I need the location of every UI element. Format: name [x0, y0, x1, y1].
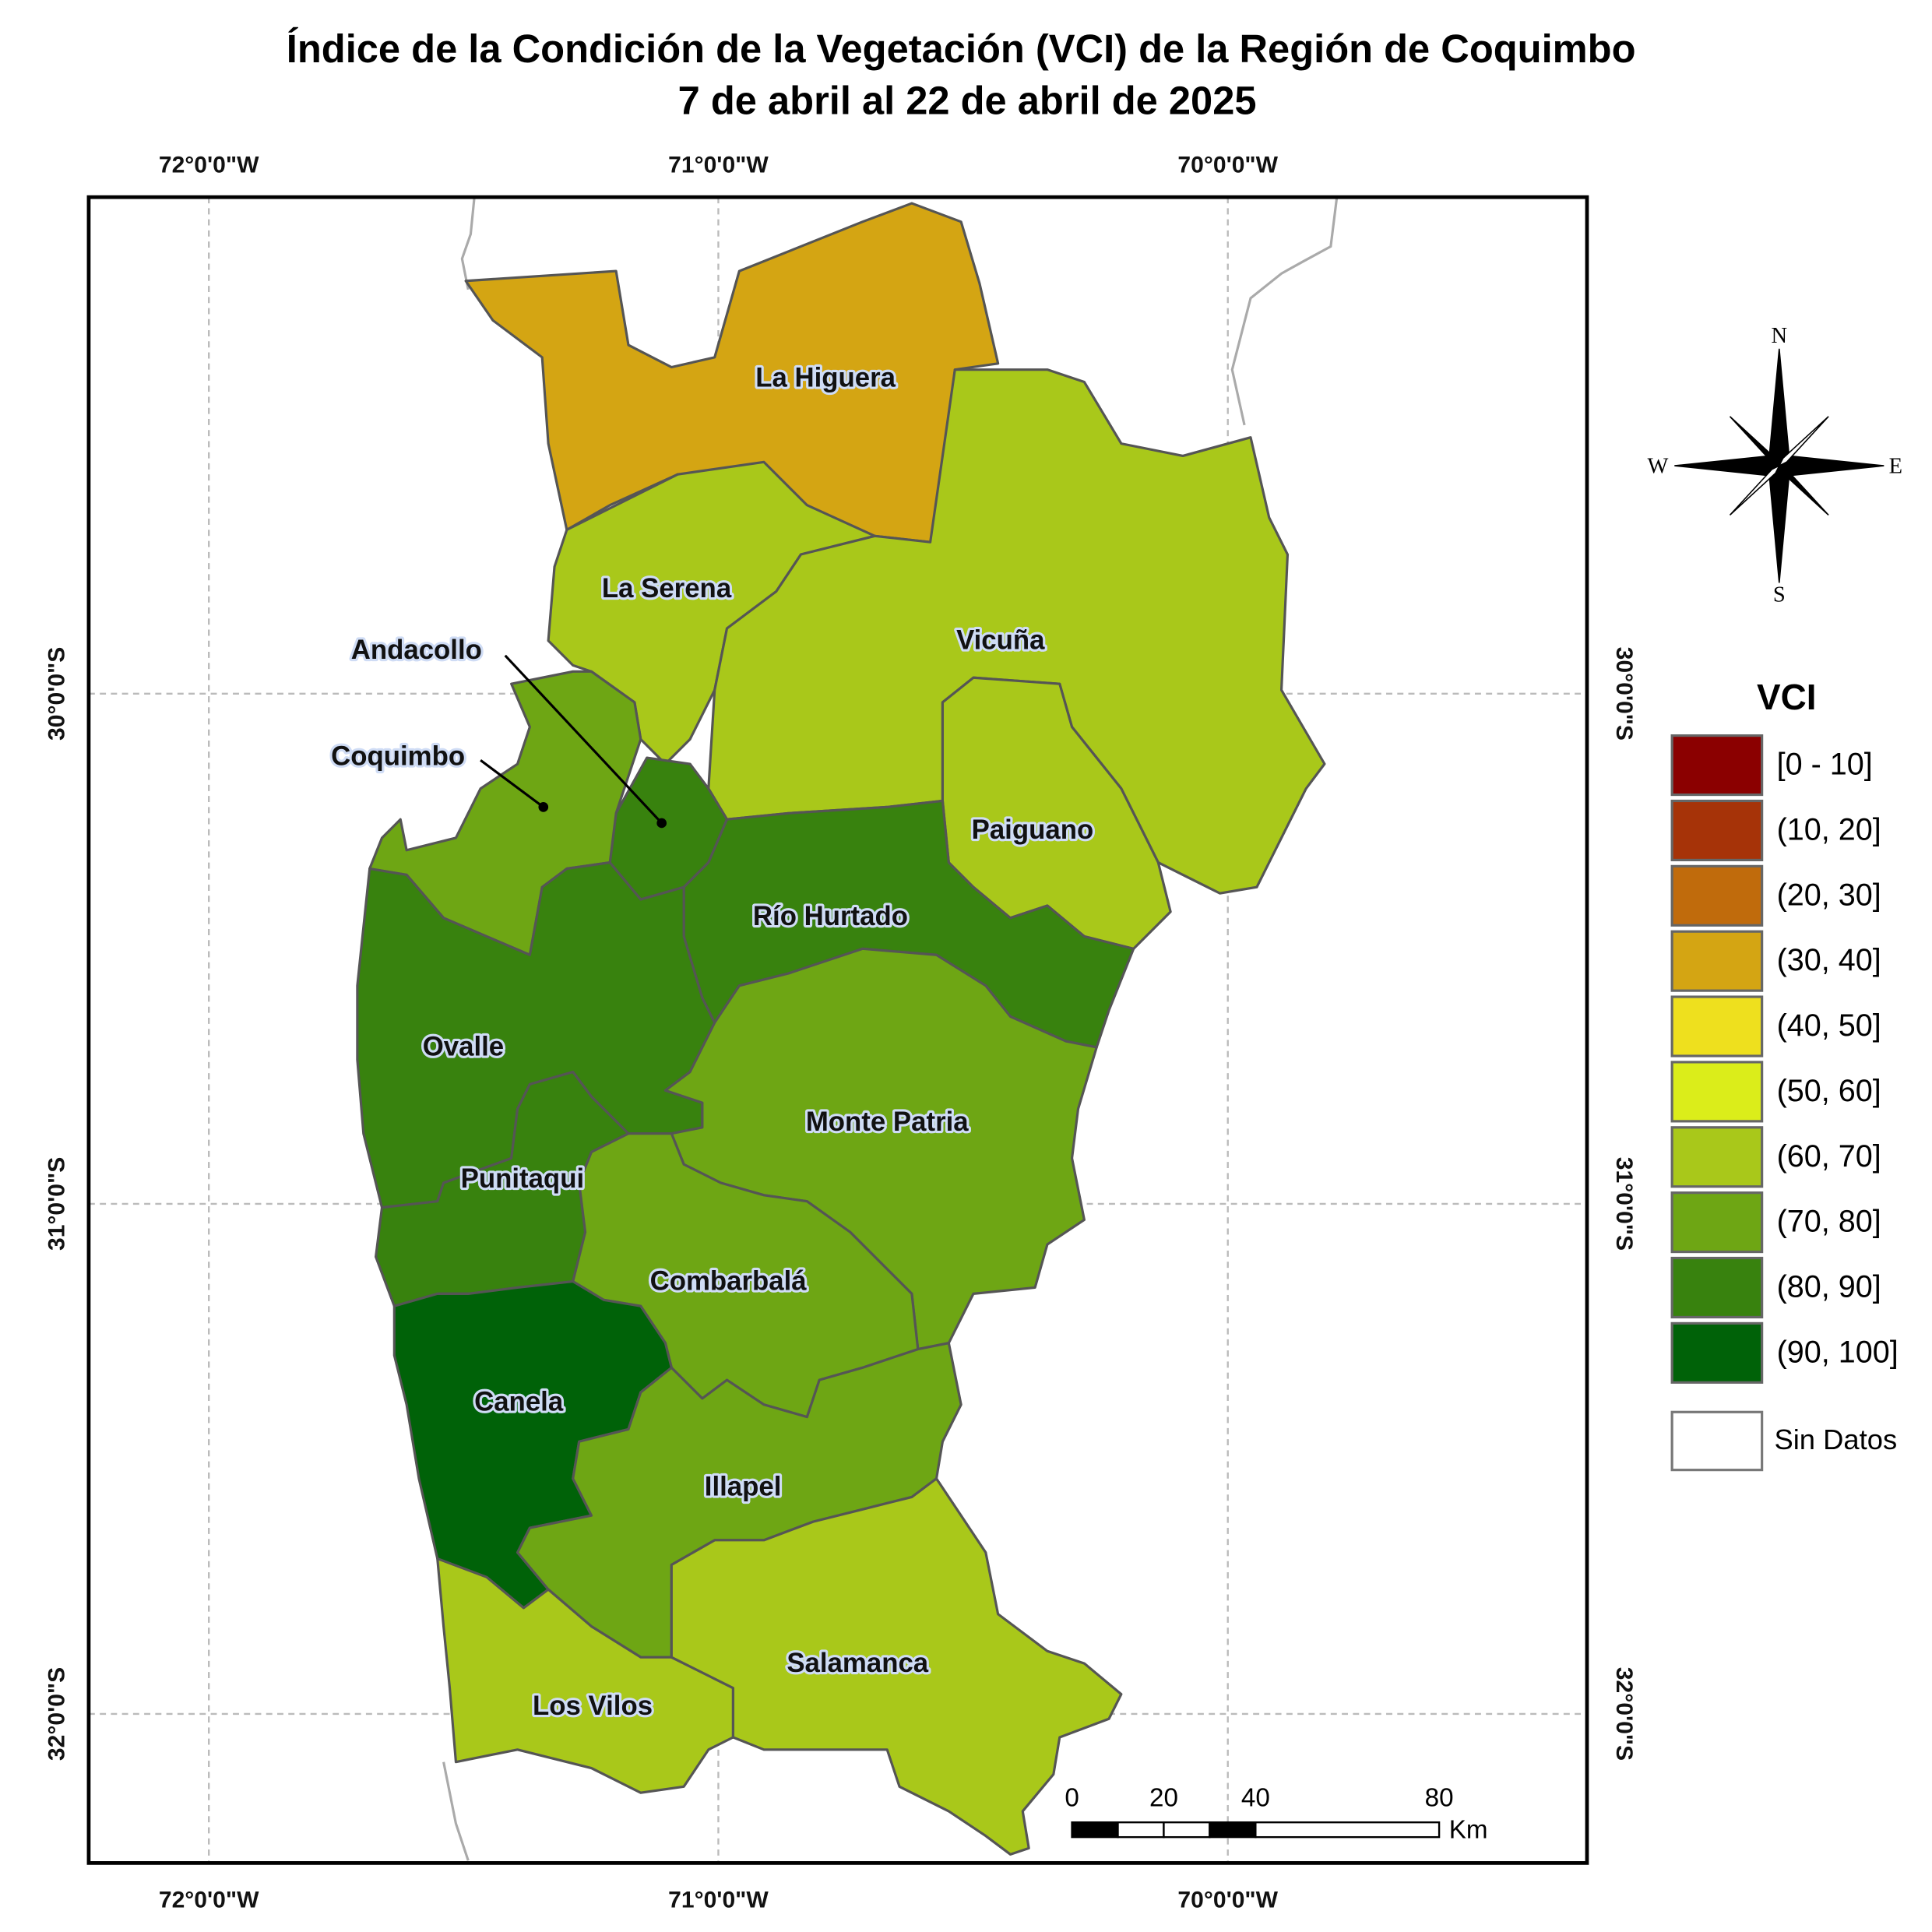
scale-label: 40 [1241, 1784, 1270, 1813]
commune-area [670, 1477, 1123, 1856]
lon-label: 70°0'0"W [1177, 153, 1278, 178]
legend-swatch [1670, 1126, 1764, 1188]
legend-swatch [1670, 995, 1764, 1057]
legend-swatch [1670, 734, 1764, 797]
lat-label: 32°0'0"S [44, 1667, 69, 1761]
commune-label: Canela [474, 1386, 564, 1416]
commune-label: Punitaqui [461, 1163, 585, 1194]
scale-segment [1117, 1821, 1165, 1839]
leader-line [480, 758, 544, 808]
scale-segment [1255, 1821, 1441, 1839]
commune-label: Andacollo [351, 635, 482, 665]
commune-label: Salamanca [787, 1648, 928, 1678]
title-line: Índice de la Condición de la Vegetación … [287, 26, 1636, 71]
legend-label: Sin Datos [1774, 1423, 1897, 1455]
legend-title: VCI [1757, 677, 1816, 717]
north-arrow: N S E W [1648, 324, 1902, 607]
lat-label: 31°0'0"S [1611, 1157, 1637, 1251]
scale-label: 20 [1149, 1784, 1178, 1813]
commune-area [663, 947, 1098, 1351]
legend-label: (10, 20] [1777, 812, 1881, 846]
commune-label: La Higuera [755, 363, 896, 393]
commune-area [547, 460, 876, 765]
commune-label: Monte Patria [806, 1107, 969, 1137]
lat-label: 30°0'0"S [44, 647, 69, 741]
lon-label: 71°0'0"W [668, 1887, 769, 1913]
legend-label: (40, 50] [1777, 1008, 1881, 1043]
commune-label: Los Vilos [533, 1691, 653, 1721]
border-line [1230, 196, 1339, 426]
scale-unit: Km [1449, 1816, 1488, 1845]
legend-swatch [1670, 1061, 1764, 1123]
commune-label: Vicuña [956, 625, 1045, 656]
legend-label: (30, 40] [1777, 943, 1881, 977]
legend-swatch [1670, 799, 1764, 862]
scale-segment [1071, 1821, 1119, 1839]
communes [356, 202, 1326, 1856]
legend-label: (60, 70] [1777, 1139, 1881, 1174]
leader-dot [656, 818, 667, 829]
legend-label: (90, 100] [1777, 1335, 1899, 1369]
leader-line [504, 654, 663, 825]
commune-label: Coquimbo [331, 741, 465, 771]
title-line: 7 de abril al 22 de abril de 2025 [678, 78, 1257, 122]
legend-swatch [1670, 864, 1764, 927]
legend-swatch [1670, 1410, 1764, 1472]
lon-label: 72°0'0"W [159, 153, 259, 178]
compass-letter: W [1648, 455, 1669, 479]
commune-label: Combarbalá [650, 1265, 808, 1296]
legend-swatch [1670, 930, 1764, 992]
map-area [442, 196, 1339, 1861]
compass-letter: N [1772, 324, 1788, 348]
commune-label: Illapel [705, 1472, 782, 1502]
commune-label: Paiguano [972, 815, 1094, 845]
legend-label: (70, 80] [1777, 1205, 1881, 1239]
compass-point [1729, 416, 1781, 467]
map-frame [86, 195, 1589, 1865]
commune-labels: La Higuera La Serena Vicuña Paiguano Andacol… [329, 360, 1096, 1723]
scale-label: 80 [1425, 1784, 1454, 1813]
scale-segment [1209, 1821, 1257, 1839]
lon-label: 70°0'0"W [1177, 1887, 1278, 1913]
commune-label: Río Hurtado [753, 901, 908, 931]
leader-dot [538, 802, 549, 812]
legend-label: (50, 60] [1777, 1074, 1881, 1108]
scale-label: 0 [1065, 1784, 1079, 1813]
lon-label: 71°0'0"W [668, 153, 769, 178]
lat-label: 30°0'0"S [1611, 647, 1637, 741]
scale-bar: 0 20 40 80 Km [1065, 1784, 1487, 1845]
coastline [442, 1761, 470, 1861]
commune-label: La Serena [602, 573, 732, 604]
legend-swatch [1670, 1191, 1764, 1254]
coordinate-labels: 72°0'0"W 72°0'0"W 71°0'0"W 71°0'0"W 70°0'0"W… [44, 153, 1637, 1913]
lat-label: 31°0'0"S [44, 1157, 69, 1251]
legend-label: (20, 30] [1777, 878, 1881, 912]
lat-label: 32°0'0"S [1611, 1667, 1637, 1761]
legend-swatch [1670, 1321, 1764, 1384]
compass-letter: E [1889, 455, 1902, 479]
legend-label: [0 - 10] [1777, 748, 1873, 782]
legend-swatch [1670, 1256, 1764, 1319]
commune-label: Ovalle [423, 1032, 504, 1062]
compass-letter: S [1773, 582, 1786, 607]
legend: [0 - 10] (10, 20] (20, 30] (30, 40] (40, 50]… [1670, 734, 1899, 1472]
scale-segment [1163, 1821, 1211, 1839]
coastline [460, 197, 476, 290]
lon-label: 72°0'0"W [159, 1887, 259, 1913]
legend-label: (80, 90] [1777, 1270, 1881, 1304]
